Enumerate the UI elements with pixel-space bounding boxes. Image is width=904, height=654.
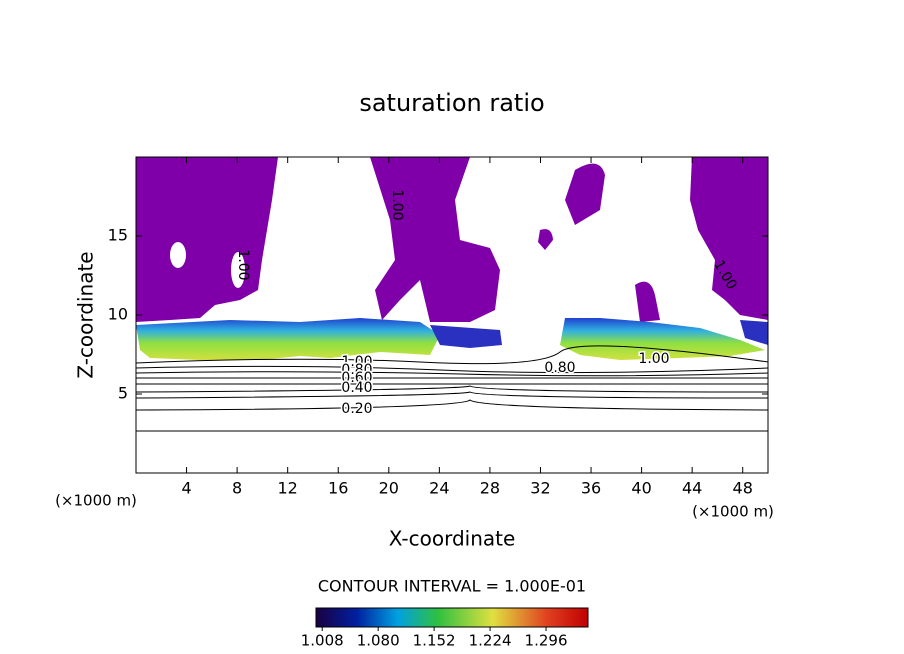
x-tick-label: 4 <box>181 479 191 498</box>
x-axis-label: X-coordinate <box>389 527 516 551</box>
contour-label: 0.80 <box>544 360 575 376</box>
y-tick-label: 15 <box>108 226 128 245</box>
y-axis-label: Z-coordinate <box>74 251 98 378</box>
x-tick-label: 28 <box>480 479 500 498</box>
x-tick-label: 48 <box>733 479 753 498</box>
colorbar-tick-label: 1.080 <box>357 632 400 650</box>
x-unit: (×1000 m) <box>692 503 774 521</box>
contour-label: 0.60 <box>341 370 372 386</box>
contour-label: 1.00 <box>341 354 372 370</box>
x-tick-label: 40 <box>631 479 651 498</box>
contour-label: 1.00 <box>389 189 405 220</box>
x-tick-label: 20 <box>379 479 399 498</box>
x-tick-label: 36 <box>581 479 601 498</box>
y-tick-label: 5 <box>118 384 128 403</box>
contour-label: 0.40 <box>341 380 372 396</box>
contour-label: 1.00 <box>638 351 669 367</box>
contour-label: 1.00 <box>235 249 251 280</box>
colorbar-tick-label: 1.296 <box>525 632 568 650</box>
x-unit: (×1000 m) <box>55 492 137 510</box>
contour-label: 0.20 <box>341 401 372 417</box>
field <box>136 157 768 432</box>
y-tick-label: 10 <box>108 305 128 324</box>
contour-label: 0.80 <box>341 362 372 378</box>
colorbar-tick-label: 1.008 <box>301 632 344 650</box>
x-tick-label: 16 <box>328 479 348 498</box>
x-tick-label: 12 <box>278 479 298 498</box>
colorbar-tick-label: 1.224 <box>469 632 512 650</box>
x-tick-label: 32 <box>530 479 550 498</box>
contour-interval: CONTOUR INTERVAL = 1.000E-01 <box>318 577 586 596</box>
chart-title: saturation ratio <box>359 89 544 117</box>
colorbar-tick-label: 1.152 <box>413 632 456 650</box>
x-tick-label: 8 <box>232 479 242 498</box>
x-tick-label: 44 <box>682 479 702 498</box>
colorbar <box>315 607 589 628</box>
x-tick-label: 24 <box>429 479 449 498</box>
